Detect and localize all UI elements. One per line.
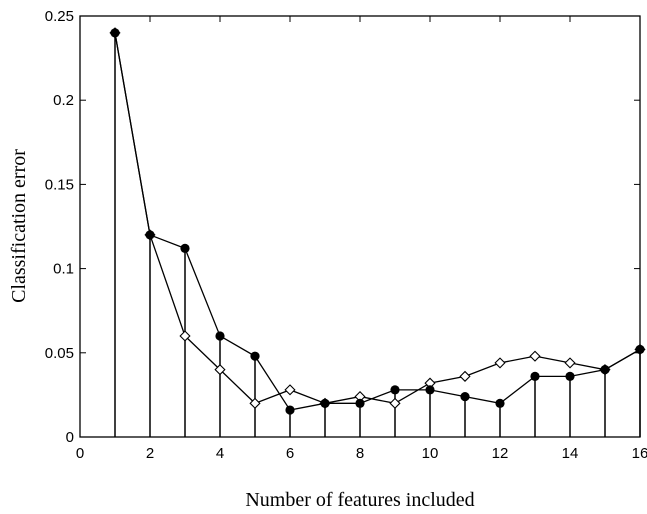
- x-tick-label: 0: [76, 445, 84, 462]
- y-axis-ticks: 0 0.05 0.1 0.15 0.2 0.25: [45, 8, 640, 446]
- y-tick-label: 0.05: [45, 345, 74, 362]
- diamond-point-x11: [459, 370, 471, 382]
- y-tick-label: 0.1: [53, 261, 74, 278]
- diamond-point-x5: [249, 397, 261, 409]
- y-tick-label: 0: [66, 429, 74, 446]
- x-tick-label: 12: [492, 445, 509, 462]
- circle-point-x11: [460, 391, 470, 402]
- circle-point-x15: [600, 365, 610, 375]
- y-tick-label: 0.2: [53, 92, 74, 109]
- circle-point-x13: [530, 371, 540, 381]
- x-tick-label: 2: [146, 445, 154, 462]
- x-tick-label: 6: [286, 445, 294, 462]
- diamond-point-x14: [564, 357, 576, 369]
- diamond-point-x3: [179, 330, 191, 342]
- circle-point-x8: [355, 398, 365, 408]
- diamond-point-x6: [284, 384, 296, 396]
- plot-area-frame: [79, 15, 641, 438]
- y-axis-label: Classification error: [8, 149, 30, 303]
- circle-point-x14: [565, 371, 575, 381]
- x-axis-ticks: 0 2 4 6 8 10 12 14 16: [76, 16, 647, 462]
- circle-point-x10: [425, 385, 435, 395]
- y-tick-label: 0.15: [45, 176, 74, 193]
- markers-layer: [109, 27, 646, 415]
- x-axis-label: Number of features included: [245, 489, 474, 511]
- circle-point-x4: [215, 331, 225, 341]
- diamond-point-x13: [529, 350, 541, 362]
- circle-point-x7: [320, 398, 330, 408]
- diamond-point-x12: [494, 357, 506, 369]
- circle-point-x6: [285, 405, 295, 415]
- x-tick-label: 8: [356, 445, 364, 462]
- circle-point-x16: [635, 344, 645, 355]
- series-1-line: [114, 32, 641, 411]
- lines-layer: [114, 32, 641, 411]
- x-tick-label: 10: [422, 445, 439, 462]
- circle-point-x12: [495, 398, 505, 408]
- series-2-line: [114, 32, 641, 405]
- x-tick-label: 16: [632, 445, 647, 462]
- x-tick-label: 4: [216, 445, 224, 462]
- circle-point-x5: [250, 351, 260, 361]
- circle-point-x9: [390, 385, 400, 395]
- diamond-point-x9: [389, 397, 401, 409]
- circle-point-x1: [110, 28, 120, 38]
- x-tick-label: 14: [562, 445, 579, 462]
- diamond-point-x4: [214, 364, 226, 376]
- y-tick-label: 0.25: [45, 8, 74, 25]
- circle-point-x3: [180, 243, 190, 253]
- circle-point-x2: [145, 230, 155, 240]
